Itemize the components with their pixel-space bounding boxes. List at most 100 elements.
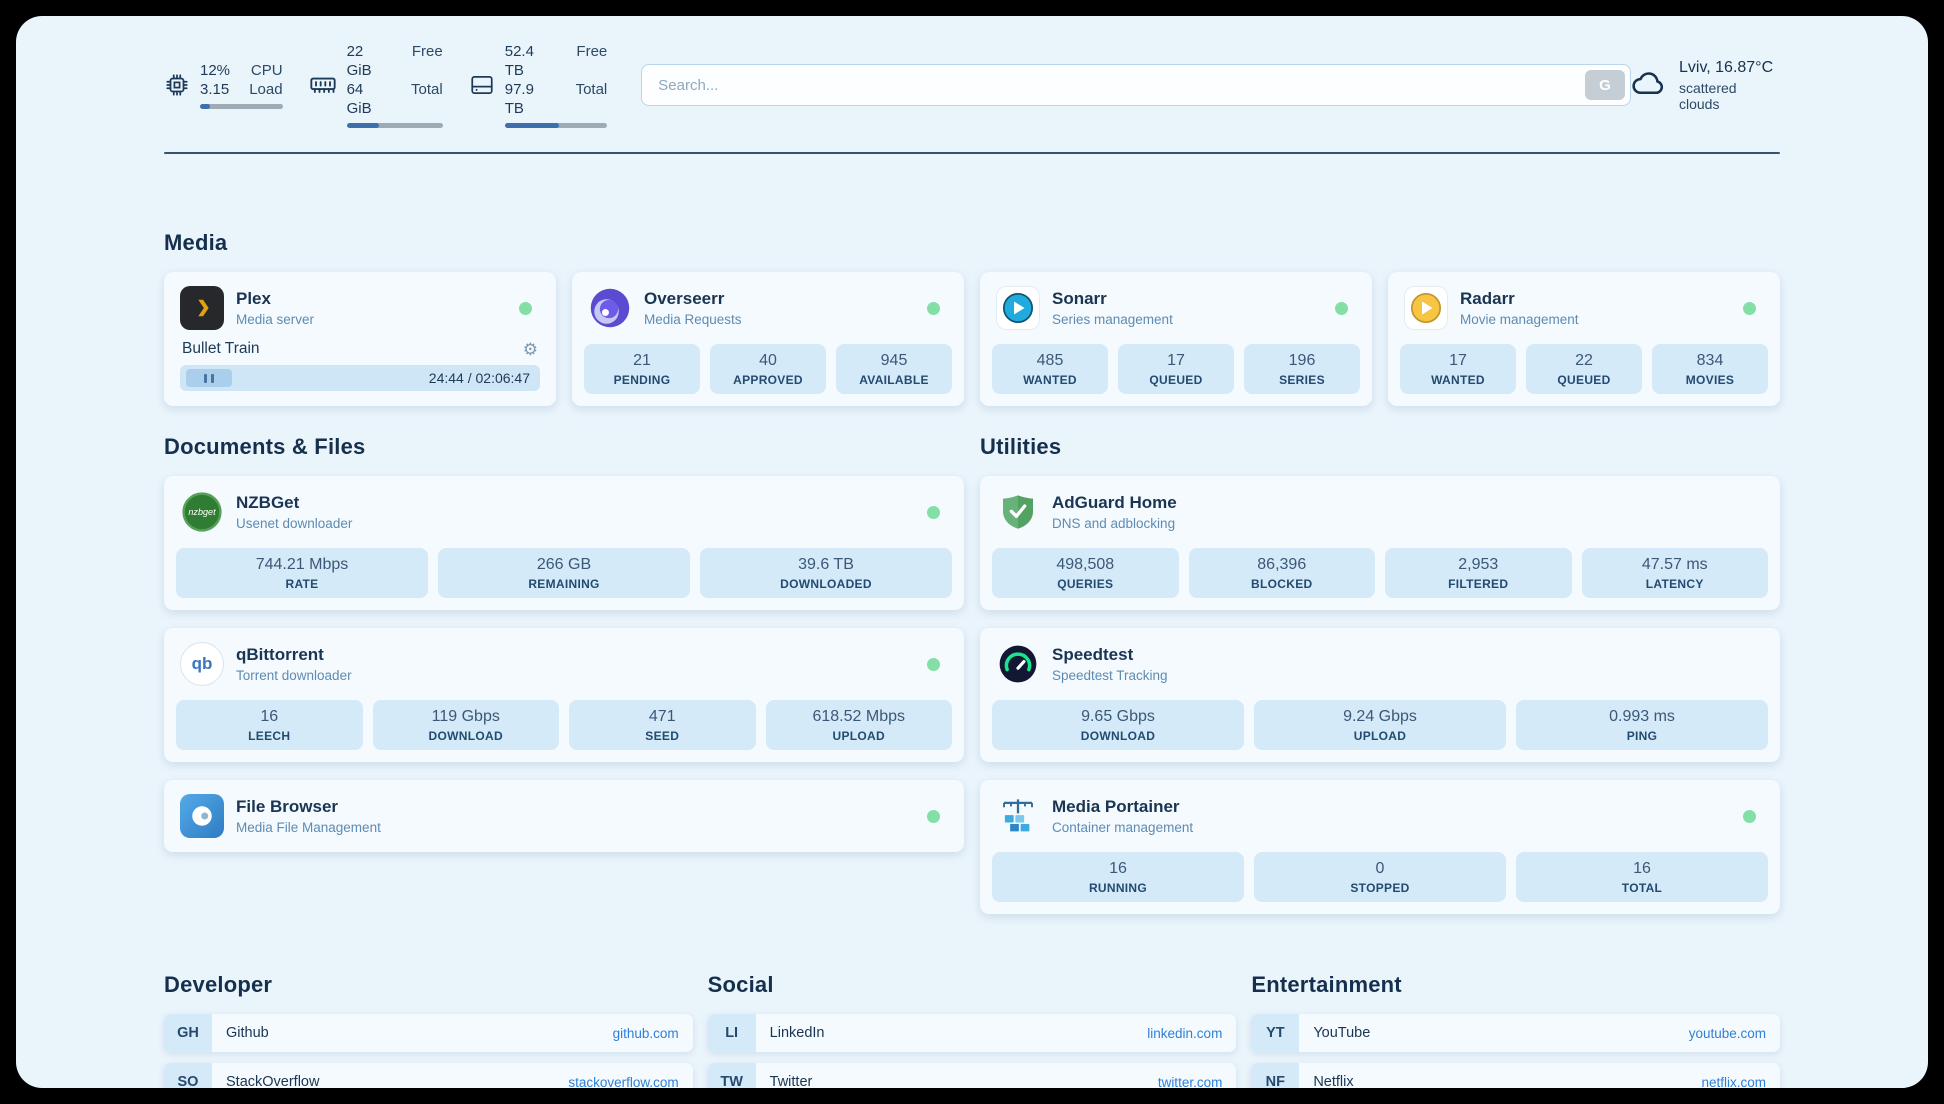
service-subtitle: Media server: [236, 312, 315, 327]
gear-icon[interactable]: ⚙: [522, 339, 538, 359]
memory-widget: 22 GiB Free 64 GiB Total: [309, 42, 443, 128]
disk-free-label: Free: [576, 43, 608, 60]
bookmark-url[interactable]: youtube.com: [1688, 1025, 1766, 1041]
bookmark-group-social: Social LI LinkedIn linkedin.com TW Twitt…: [707, 972, 1237, 1089]
service-name: Speedtest: [1052, 645, 1134, 664]
status-dot: [927, 657, 940, 671]
disk-progress-track: [504, 123, 608, 128]
disk-icon: [469, 72, 495, 98]
memory-icon: [309, 71, 337, 99]
system-widgets: 12% CPU 3.15 Load 22 GiB Free: [164, 42, 608, 128]
memory-total: 64 GiB: [346, 81, 372, 117]
service-card-adguard[interactable]: AdGuard Home DNS and adblocking 498,508 …: [980, 476, 1780, 610]
bookmark-netflix[interactable]: NF Netflix netflix.com: [1251, 1063, 1780, 1088]
cpu-load-label: Load: [249, 81, 283, 98]
cpu-progress-track: [200, 104, 283, 109]
playback-progress-bar[interactable]: 24:44 / 02:06:47: [180, 365, 540, 391]
service-name: Media Portainer: [1052, 797, 1180, 816]
service-subtitle: Usenet downloader: [236, 516, 353, 531]
service-card-speedtest[interactable]: Speedtest Speedtest Tracking 9.65 Gbps D…: [980, 628, 1780, 762]
stat-queued: 22 QUEUED: [1526, 344, 1642, 394]
stat-stopped: 0 STOPPED: [1254, 852, 1506, 902]
bookmark-linkedin[interactable]: LI LinkedIn linkedin.com: [707, 1014, 1237, 1052]
bookmark-abbr: TW: [707, 1063, 756, 1088]
nzbget-icon: nzbget: [180, 490, 224, 534]
stat-seed: 471 SEED: [569, 700, 756, 750]
search-input[interactable]: [641, 64, 1631, 106]
section-utilities: Utilities AdGuard Home: [980, 434, 1780, 914]
portainer-icon: [996, 794, 1040, 838]
social-section-title: Social: [707, 972, 774, 997]
service-name: qBittorrent: [236, 645, 324, 664]
cloud-icon: [1631, 68, 1667, 103]
service-subtitle: Media File Management: [236, 820, 381, 835]
service-subtitle: Speedtest Tracking: [1052, 668, 1168, 683]
pause-icon[interactable]: [186, 369, 232, 387]
stat-available: 945 AVAILABLE: [836, 344, 952, 394]
bookmark-name: Netflix: [1313, 1074, 1354, 1088]
stat-queries: 498,508 QUERIES: [992, 548, 1179, 598]
bookmark-youtube[interactable]: YT YouTube youtube.com: [1251, 1014, 1780, 1052]
bookmark-abbr: LI: [707, 1014, 756, 1052]
radarr-icon: [1404, 286, 1448, 330]
bookmark-url[interactable]: linkedin.com: [1147, 1025, 1223, 1041]
bookmark-url[interactable]: twitter.com: [1157, 1074, 1223, 1089]
service-name: NZBGet: [236, 493, 300, 512]
bookmark-name: Github: [226, 1025, 269, 1041]
service-card-nzbget[interactable]: nzbget NZBGet Usenet downloader 744.21 M…: [164, 476, 964, 610]
service-card-portainer[interactable]: Media Portainer Container management 16 …: [980, 780, 1780, 914]
bookmark-twitter[interactable]: TW Twitter twitter.com: [707, 1063, 1237, 1089]
now-playing-title: Bullet Train: [182, 340, 260, 357]
service-name: AdGuard Home: [1052, 493, 1177, 512]
bookmark-url[interactable]: netflix.com: [1701, 1074, 1766, 1089]
memory-progress-fill: [346, 123, 380, 128]
dashboard: 12% CPU 3.15 Load 22 GiB Free: [16, 16, 1928, 1088]
plex-icon: [180, 286, 224, 330]
cpu-progress-fill: [200, 104, 210, 109]
bookmark-group-entertainment: Entertainment YT YouTube youtube.com NF …: [1251, 972, 1780, 1088]
service-card-filebrowser[interactable]: File Browser Media File Management: [164, 780, 964, 852]
stat-remaining: 266 GB REMAINING: [438, 548, 690, 598]
stat-pending: 21 PENDING: [584, 344, 700, 394]
stat-running: 16 RUNNING: [992, 852, 1244, 902]
memory-progress-track: [346, 123, 443, 128]
status-dot: [927, 809, 940, 823]
stat-approved: 40 APPROVED: [710, 344, 826, 394]
bookmark-name: YouTube: [1313, 1025, 1371, 1041]
stat-latency: 47.57 ms LATENCY: [1581, 548, 1768, 598]
status-dot: [1743, 809, 1756, 823]
disk-progress-fill: [504, 123, 560, 128]
search-provider-button[interactable]: G: [1584, 70, 1625, 100]
bookmark-name: Twitter: [769, 1074, 813, 1088]
stat-series: 196 SERIES: [1244, 344, 1360, 394]
cpu-usage-label: CPU: [250, 62, 283, 79]
bookmark-url[interactable]: github.com: [612, 1025, 679, 1041]
section-media: Media Plex Media server: [164, 230, 1780, 406]
top-bar: 12% CPU 3.15 Load 22 GiB Free: [164, 42, 1780, 128]
bookmark-url[interactable]: stackoverflow.com: [568, 1074, 679, 1089]
bookmark-abbr: YT: [1251, 1014, 1300, 1052]
disk-total: 97.9 TB: [504, 81, 534, 117]
stat-leech: 16 LEECH: [176, 700, 363, 750]
service-card-overseerr[interactable]: Overseerr Media Requests 21 PENDING 40 A…: [572, 272, 964, 406]
header-divider: [164, 152, 1780, 154]
filebrowser-icon: [180, 794, 224, 838]
status-dot: [519, 301, 532, 315]
memory-free-label: Free: [411, 43, 443, 60]
bookmark-github[interactable]: GH Github github.com: [164, 1014, 693, 1052]
weather-condition: scattered clouds: [1678, 79, 1737, 112]
stat-ping: 0.993 ms PING: [1516, 700, 1768, 750]
bookmark-abbr: GH: [164, 1014, 212, 1052]
utilities-section-title: Utilities: [980, 434, 1062, 459]
service-subtitle: DNS and adblocking: [1052, 516, 1176, 531]
service-name: Overseerr: [644, 289, 725, 308]
overseerr-icon: [588, 286, 632, 330]
bookmark-stackoverflow[interactable]: SO StackOverflow stackoverflow.com: [164, 1063, 693, 1088]
memory-free: 22 GiB: [346, 43, 372, 79]
service-card-qbittorrent[interactable]: qb qBittorrent Torrent downloader 16 LEE…: [164, 628, 964, 762]
service-card-plex[interactable]: Plex Media server Bullet Train ⚙ 24:44 /…: [164, 272, 556, 406]
service-card-radarr[interactable]: Radarr Movie management 17 WANTED 22 QUE…: [1388, 272, 1780, 406]
status-dot: [927, 301, 940, 315]
status-dot: [1335, 301, 1348, 315]
service-card-sonarr[interactable]: Sonarr Series management 485 WANTED 17 Q…: [980, 272, 1372, 406]
